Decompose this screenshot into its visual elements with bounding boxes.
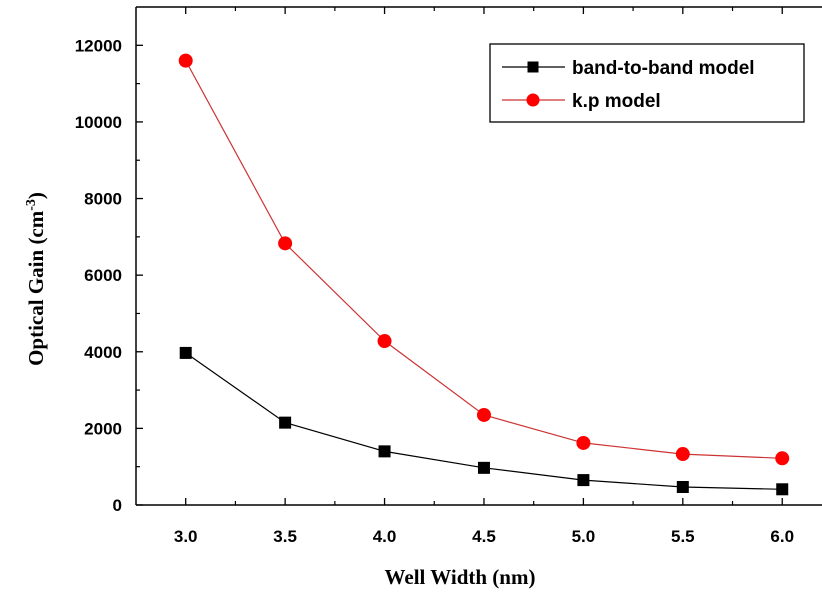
y-tick-label: 0 bbox=[113, 496, 122, 515]
data-point-circle bbox=[476, 407, 491, 422]
x-axis-title: Well Width (nm) bbox=[385, 565, 536, 589]
legend-entry-band-to-band: band-to-band model bbox=[502, 58, 755, 79]
axes: 3.0 3.5 4.0 4.5 5.0 5.5 6.0 0 2000 4000 6000 8000 10… bbox=[75, 6, 822, 546]
y-axis-title-main: Optical Gain (cm bbox=[24, 210, 48, 366]
x-tick-label: 3.5 bbox=[273, 527, 297, 546]
series-1 bbox=[178, 53, 790, 466]
data-point-circle bbox=[675, 447, 690, 462]
y-tick-label: 10000 bbox=[75, 113, 122, 132]
y-axis-title-suffix: ) bbox=[24, 192, 48, 199]
series-0 bbox=[179, 346, 789, 496]
data-point-circle bbox=[278, 236, 293, 251]
y-axis-title-exponent: -3 bbox=[24, 199, 39, 211]
legend-label-band-to-band: band-to-band model bbox=[572, 58, 755, 79]
x-tick-label: 6.0 bbox=[770, 527, 794, 546]
x-tick-label: 5.5 bbox=[671, 527, 695, 546]
data-point-circle bbox=[775, 451, 790, 466]
y-tick-label: 2000 bbox=[84, 419, 122, 438]
y-tick-label: 8000 bbox=[84, 190, 122, 209]
data-point-square bbox=[577, 474, 590, 487]
legend-marker-band-to-band bbox=[527, 61, 539, 73]
data-point-square bbox=[477, 461, 490, 474]
legend-box bbox=[489, 43, 805, 123]
data-point-square bbox=[676, 480, 689, 493]
legend-marker-kp bbox=[526, 93, 540, 107]
data-point-square bbox=[776, 483, 789, 496]
legend-label-kp: k.p model bbox=[572, 91, 661, 112]
data-point-square bbox=[179, 346, 192, 359]
data-point-square bbox=[279, 416, 292, 429]
legend: band-to-band model k.p model bbox=[489, 43, 805, 123]
x-tick-label: 4.0 bbox=[373, 527, 397, 546]
x-tick-label: 4.5 bbox=[472, 527, 496, 546]
data-point-circle bbox=[178, 53, 193, 68]
data-point-circle bbox=[576, 435, 591, 450]
series-layer bbox=[178, 53, 790, 496]
legend-entry-kp: k.p model bbox=[502, 91, 661, 112]
x-tick-label: 5.0 bbox=[572, 527, 596, 546]
y-tick-label: 12000 bbox=[75, 36, 122, 55]
data-point-square bbox=[378, 445, 391, 458]
y-tick-label: 6000 bbox=[84, 266, 122, 285]
data-point-circle bbox=[377, 334, 392, 349]
x-tick-label: 3.0 bbox=[174, 527, 198, 546]
y-tick-label: 4000 bbox=[84, 343, 122, 362]
y-axis-title: Optical Gain (cm-3) bbox=[24, 192, 48, 366]
